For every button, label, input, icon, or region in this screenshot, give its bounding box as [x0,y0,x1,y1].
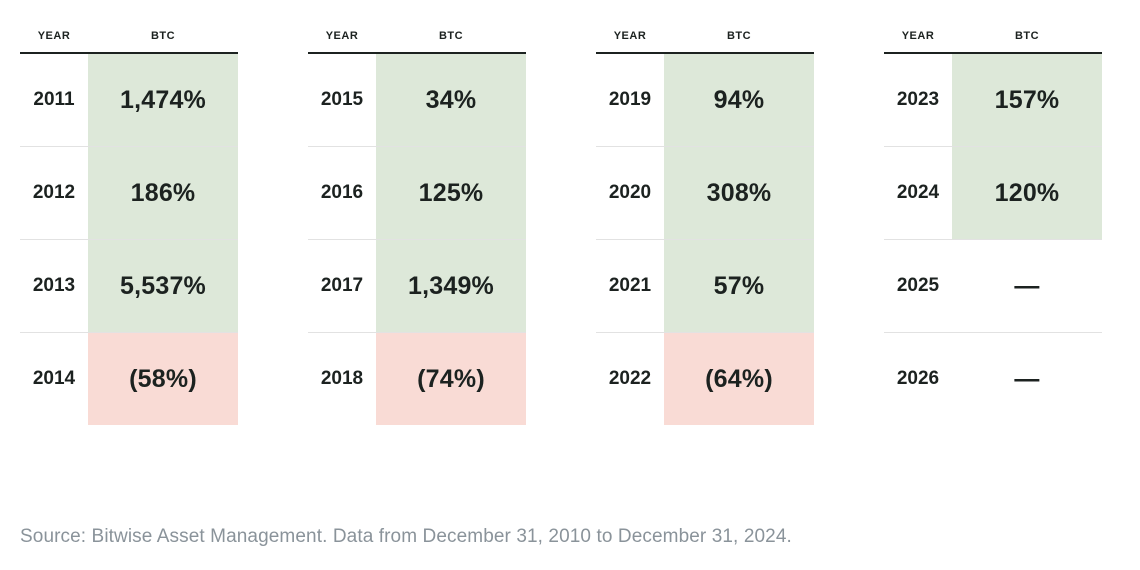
table-row: 2025 — [884,240,1102,333]
year-cell: 2016 [320,182,364,203]
value-cell: 125% [376,147,526,239]
table-row: 2017 1,349% [308,240,526,333]
table-row: 2022 (64%) [596,333,814,425]
year-cell: 2025 [896,275,940,296]
table-row: 2015 34% [308,54,526,147]
year-cell: 2019 [608,89,652,110]
table-row: 2014 (58%) [20,333,238,425]
value-cell: 1,474% [88,54,238,146]
returns-table-2023-2026: YEAR BTC 2023 157% 2024 120% 2025 — 2026… [884,20,1102,425]
year-column-header: YEAR [325,30,359,42]
table-row: 2019 94% [596,54,814,147]
table-row: 2011 1,474% [20,54,238,147]
table-row: 2026 — [884,333,1102,425]
returns-tables-group: YEAR BTC 2011 1,474% 2012 186% 2013 5,53… [20,20,1102,425]
btc-column-header: BTC [1014,30,1040,42]
year-cell: 2015 [320,89,364,110]
value-cell: 94% [664,54,814,146]
value-cell: 34% [376,54,526,146]
year-cell: 2021 [608,275,652,296]
year-cell: 2013 [32,275,76,296]
year-column-header: YEAR [37,30,71,42]
value-cell: 186% [88,147,238,239]
returns-table-2019-2022: YEAR BTC 2019 94% 2020 308% 2021 57% 202… [596,20,814,425]
table-row: 2024 120% [884,147,1102,240]
year-cell: 2012 [32,182,76,203]
year-cell: 2020 [608,182,652,203]
value-cell: — [1014,364,1040,393]
value-cell: (58%) [88,333,238,425]
btc-column-header: BTC [150,30,176,42]
year-column-header: YEAR [613,30,647,42]
table-row: 2012 186% [20,147,238,240]
returns-table-2011-2014: YEAR BTC 2011 1,474% 2012 186% 2013 5,53… [20,20,238,425]
year-cell: 2011 [33,89,75,110]
table-header: YEAR BTC [884,20,1102,54]
year-cell: 2024 [896,182,940,203]
year-cell: 2026 [896,368,940,389]
year-cell: 2023 [896,89,940,110]
value-cell: 5,537% [88,240,238,332]
returns-table-2015-2018: YEAR BTC 2015 34% 2016 125% 2017 1,349% … [308,20,526,425]
value-cell: 1,349% [376,240,526,332]
year-column-header: YEAR [901,30,935,42]
year-cell: 2018 [320,368,364,389]
value-cell: 120% [952,147,1102,239]
value-cell: (64%) [664,333,814,425]
value-cell: 57% [664,240,814,332]
source-attribution: Source: Bitwise Asset Management. Data f… [20,526,792,547]
year-cell: 2017 [320,275,364,296]
btc-column-header: BTC [438,30,464,42]
table-header: YEAR BTC [596,20,814,54]
table-row: 2013 5,537% [20,240,238,333]
table-header: YEAR BTC [308,20,526,54]
table-row: 2021 57% [596,240,814,333]
table-row: 2018 (74%) [308,333,526,425]
table-row: 2023 157% [884,54,1102,147]
table-header: YEAR BTC [20,20,238,54]
btc-column-header: BTC [726,30,752,42]
table-row: 2016 125% [308,147,526,240]
table-row: 2020 308% [596,147,814,240]
year-cell: 2022 [608,368,652,389]
value-cell: — [1014,271,1040,300]
value-cell: (74%) [376,333,526,425]
value-cell: 308% [664,147,814,239]
year-cell: 2014 [32,368,76,389]
value-cell: 157% [952,54,1102,146]
